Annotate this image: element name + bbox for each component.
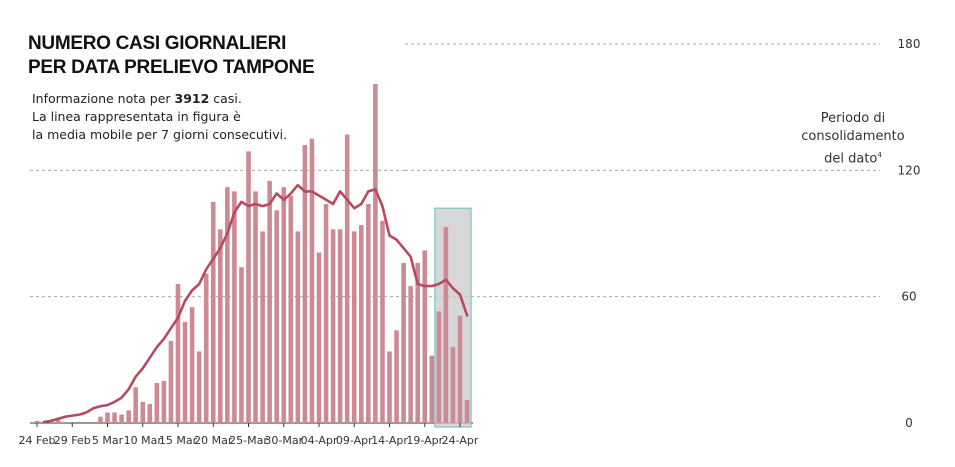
bar [147,404,153,423]
bar [161,380,167,423]
bar [281,187,287,423]
moving-average-layer [42,183,469,424]
x-tick-label: 15 Mar [159,434,198,447]
note-line-1: Periodo di [820,111,886,126]
x-tick-label: 5 Mar [92,434,124,447]
bar [323,204,329,423]
bar [351,231,357,423]
x-tick-label: 10 Mar [124,434,163,447]
bar [203,273,209,423]
bar [443,227,449,423]
bar [274,210,279,423]
x-tick-label: 25-Mar [229,434,268,447]
note-line-2: consolidamento [801,129,905,144]
bar [380,220,385,423]
bar [239,267,244,423]
bar [330,229,336,423]
x-tick-label: 19-Apr [406,434,443,447]
chart-title: NUMERO CASI GIORNALIERI PER DATA PRELIEV… [28,32,315,80]
x-tick-label: 29 Feb [54,434,91,447]
bar [373,84,378,423]
bar [429,355,435,423]
bar [168,340,174,423]
bar [316,252,322,423]
case-count: 3912 [174,91,210,106]
bar [210,201,216,423]
bar [366,204,371,423]
description-prefix: Informazione nota per [32,91,175,106]
bar [288,195,294,423]
bar [253,191,258,423]
bar [394,330,399,423]
y-tick-label: 60 [901,290,916,304]
bar [464,399,470,423]
bar [232,191,237,423]
description-line-1: Informazione nota per 3912 casi. [32,90,287,108]
bar [422,250,428,423]
bar [55,418,61,423]
bar [359,225,364,423]
bar [140,401,146,423]
chart-title-line-2: PER DATA PRELIEVO TAMPONE [28,57,315,78]
bar-series [34,84,470,424]
consolidation-note: Periodo di consolidamento del dato4 [790,110,916,168]
bar [309,138,315,423]
bar [401,262,406,423]
x-tick-label: 24 Feb [19,434,56,447]
y-tick-label: 0 [905,416,913,430]
bar [133,387,138,423]
chart-title-line-1: NUMERO CASI GIORNALIERI [28,33,287,54]
bar [126,410,131,423]
bar [218,229,223,423]
bar [260,231,265,423]
bar [450,347,456,423]
description-line-3: la media mobile per 7 giorni consecutivi… [32,127,288,142]
note-text: del dato [824,151,878,167]
bar [225,187,230,423]
bar [246,151,251,423]
gridlines [30,43,880,424]
bar [295,231,301,423]
x-tick-label: 24-Apr [442,434,479,447]
bar [182,321,188,423]
x-tick-label: 30-Mar [264,434,303,447]
bar [344,134,350,424]
bar [175,284,181,423]
bar [415,262,420,423]
bar [98,416,103,423]
chart-description: Informazione nota per 3912 casi. La line… [32,90,287,144]
bar [196,351,202,423]
bar [337,229,343,423]
bar [105,412,110,423]
bar [112,412,117,423]
bar [34,420,40,423]
y-tick-label: 180 [898,37,921,51]
note-line-3: del dato4 [790,146,916,168]
bar [154,382,160,423]
note-footnote: 4 [877,151,882,159]
x-tick-label: 09-Apr [336,434,373,447]
bar [119,414,124,423]
description-suffix: casi. [209,91,242,106]
bar [387,351,392,423]
y-tick-labels: 0 60 120 180 [898,37,921,430]
x-tick-label: 04-Apr [301,434,338,447]
moving-average-line [42,183,469,424]
y-tick-label: 120 [898,163,921,177]
description-line-2: La linea rappresentata in figura è [32,109,241,124]
bar [457,315,463,423]
bar [408,286,413,423]
bar [302,145,308,424]
x-tick-label: 20 Mar [194,434,233,447]
bar [436,311,442,423]
bar [267,180,272,423]
x-tick-label: 14-Apr [371,434,408,447]
bar [189,307,195,423]
